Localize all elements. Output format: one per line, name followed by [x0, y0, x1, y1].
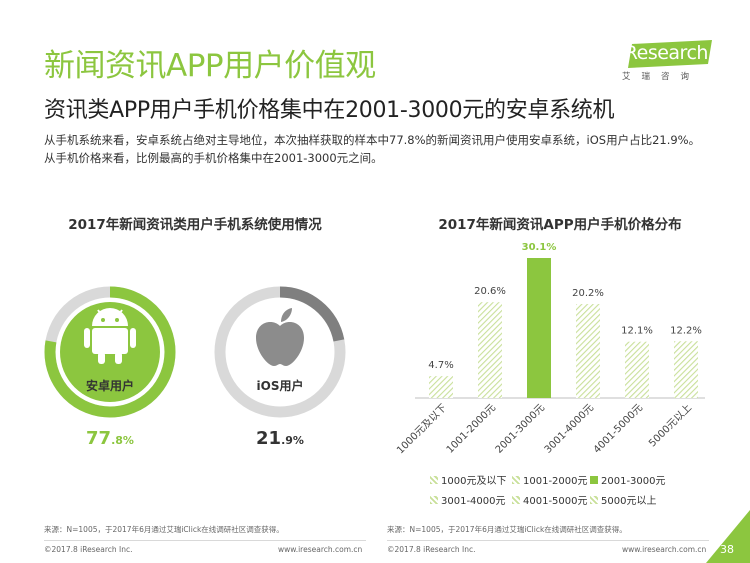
bar-0: [429, 376, 453, 398]
right-chart-title: 2017年新闻资讯APP用户手机价格分布: [438, 217, 682, 233]
legend-label-1: 1001-2000元: [523, 476, 588, 487]
bar-4: [625, 341, 649, 398]
legend-label-3: 3001-4000元: [441, 496, 506, 507]
android-pct-int: 77: [86, 428, 112, 449]
bar-value-label-5: 12.2%: [670, 325, 702, 336]
footer-divider-left: [44, 540, 366, 541]
android-ring-chart: [44, 286, 176, 418]
page-subtitle: 资讯类APP用户手机价格集中在2001-3000元的安卓系统机: [44, 98, 615, 123]
legend-item-3: 3001-4000元: [430, 492, 506, 507]
legend-swatch-4: [512, 495, 520, 504]
copyright-left: ©2017.8 iResearch Inc.: [44, 545, 133, 554]
footer-divider-right: [387, 540, 709, 541]
legend-swatch-1: [512, 475, 520, 484]
bars-group: 4.7% 1000元及以下 20.6% 1001-2000元 30.1% 2001-300…: [394, 242, 702, 456]
bar-legend: 1000元及以下 1001-2000元 2001-3000元 3001-4000…: [430, 472, 730, 512]
legend-item-0: 1000元及以下: [430, 472, 506, 487]
legend-label-0: 1000元及以下: [441, 476, 507, 487]
copyright-right: ©2017.8 iResearch Inc.: [387, 545, 476, 554]
source-note-right: 来源：N=1005，于2017年6月通过艾瑞iClick在线调研社区调查获得。: [387, 525, 627, 534]
legend-swatch-5: [590, 495, 598, 504]
android-icon: [84, 308, 136, 364]
x-tick-label-0: 1000元及以下: [394, 402, 449, 457]
x-tick-label-5: 5000元以上: [646, 402, 694, 450]
legend-item-1: 1001-2000元: [512, 472, 588, 487]
ios-label: iOS用户: [256, 379, 304, 393]
legend-item-2: 2001-3000元: [590, 472, 666, 487]
page-title: 新闻资讯APP用户价值观: [44, 48, 376, 84]
bar-3: [576, 304, 600, 398]
page-number: 38: [720, 543, 734, 556]
x-tick-label-3: 3001-4000元: [543, 402, 596, 455]
left-chart-title: 2017年新闻资讯类用户手机系统使用情况: [68, 217, 322, 233]
bar-1: [478, 302, 502, 398]
logo-subtext: 艾瑞咨询: [622, 72, 701, 82]
legend-label-2: 2001-3000元: [601, 476, 666, 487]
x-tick-label-2: 2001-3000元: [494, 402, 547, 455]
legend-label-4: 4001-5000元: [523, 496, 588, 507]
bar-2: [527, 258, 551, 398]
ios-pct-int: 21: [256, 428, 282, 449]
logo-text: iResearch: [620, 42, 708, 64]
source-note-left: 来源：N=1005，于2017年6月通过艾瑞iClick在线调研社区调查获得。: [44, 525, 284, 534]
bar-value-label-0: 4.7%: [428, 360, 453, 371]
bar-value-label-4: 12.1%: [621, 326, 653, 337]
ios-pct-dec: .9%: [281, 434, 304, 447]
description-text: 从手机系统来看，安卓系统占绝对主导地位，本次抽样获取的样本中77.8%的新闻资讯…: [44, 133, 701, 165]
page-corner-decoration: [706, 510, 750, 563]
legend-item-4: 4001-5000元: [512, 492, 588, 507]
ios-ring-arc: [214, 286, 346, 418]
legend-label-5: 5000元以上: [601, 496, 657, 507]
bar-5: [674, 341, 698, 398]
legend-swatch-0: [430, 475, 438, 484]
logo-shape: [628, 40, 712, 68]
legend-item-5: 5000元以上: [590, 492, 656, 507]
x-tick-label-1: 1001-2000元: [445, 402, 498, 455]
android-percentage: 77.8%: [60, 428, 160, 449]
iresearch-logo: iResearch 艾瑞咨询: [616, 40, 716, 88]
android-label: 安卓用户: [85, 379, 134, 393]
bar-value-label-3: 20.2%: [572, 288, 604, 299]
ios-percentage: 21.9%: [230, 428, 330, 449]
url-left: www.iresearch.com.cn: [278, 545, 363, 554]
legend-swatch-3: [430, 495, 438, 504]
bar-value-label-2: 30.1%: [522, 242, 557, 253]
android-pct-dec: .8%: [111, 434, 134, 447]
x-tick-label-4: 4001-5000元: [592, 402, 645, 455]
url-right: www.iresearch.com.cn: [622, 545, 707, 554]
ios-ring-chart: [214, 286, 346, 418]
android-ring-arc: [44, 286, 176, 418]
legend-swatch-2: [590, 475, 598, 484]
logo-main-text: iResearch: [620, 42, 708, 64]
apple-icon: [256, 308, 304, 366]
price-bar-chart: 4.7% 1000元及以下 20.6% 1001-2000元 30.1% 2001-300…: [394, 242, 705, 456]
bar-value-label-1: 20.6%: [474, 286, 506, 297]
